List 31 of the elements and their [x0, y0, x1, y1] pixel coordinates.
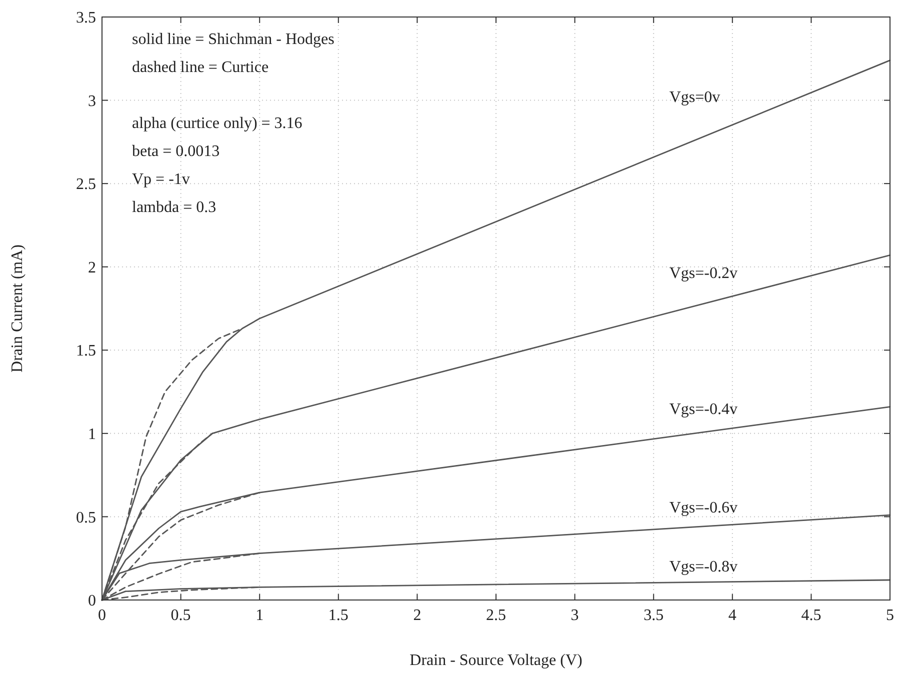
series-label: Vgs=0v — [669, 88, 720, 106]
x-tick-label: 1 — [256, 607, 264, 624]
y-tick-label: 2.5 — [76, 176, 96, 194]
x-tick-label: 3 — [570, 607, 579, 624]
series-label: Vgs=-0.6v — [669, 500, 738, 517]
series-label: Vgs=-0.4v — [669, 400, 738, 418]
x-tick-label: 3.5 — [644, 607, 664, 624]
x-tick-label: 1.5 — [328, 607, 348, 624]
y-tick-label: 2 — [88, 259, 96, 276]
x-axis-title: Drain - Source Voltage (V) — [410, 652, 582, 669]
y-axis-title: Drain Current (mA) — [9, 244, 26, 372]
x-tick-label: 2 — [413, 607, 422, 624]
y-tick-label: 3 — [88, 92, 96, 110]
y-tick-label: 3.5 — [76, 10, 96, 27]
x-tick-label: 5 — [886, 607, 894, 624]
annotation: dashed line = Curtice — [132, 59, 269, 76]
y-tick-label: 1 — [88, 426, 96, 444]
x-tick-label: 0.5 — [170, 607, 191, 624]
annotation: Vp = -1v — [132, 171, 190, 188]
y-tick-label: 1.5 — [76, 342, 96, 360]
x-tick-label: 4 — [728, 607, 736, 624]
series-label: Vgs=-0.2v — [669, 264, 738, 282]
annotation: lambda = 0.3 — [132, 199, 216, 216]
annotation: beta = 0.0013 — [132, 143, 220, 160]
series-label: Vgs=-0.8v — [669, 558, 738, 576]
annotation: alpha (curtice only) = 3.16 — [132, 115, 302, 132]
x-tick-label: 4.5 — [801, 607, 822, 624]
x-tick-label: 2.5 — [486, 607, 506, 624]
y-tick-label: 0.5 — [76, 509, 96, 526]
annotation: solid line = Shichman - Hodges — [132, 31, 334, 48]
y-tick-label: 0 — [88, 592, 96, 610]
